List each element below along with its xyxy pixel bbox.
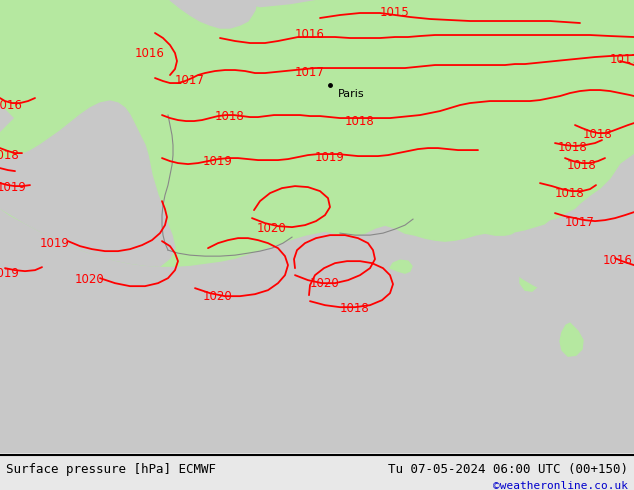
Text: 1018: 1018 (555, 187, 585, 199)
Text: 1019: 1019 (203, 154, 233, 168)
Text: 1020: 1020 (75, 272, 105, 286)
Text: 1018: 1018 (558, 141, 588, 153)
Text: ©weatheronline.co.uk: ©weatheronline.co.uk (493, 481, 628, 490)
Text: 1020: 1020 (310, 277, 340, 290)
Text: 1017: 1017 (295, 66, 325, 78)
Polygon shape (560, 323, 583, 356)
Text: 1016: 1016 (295, 27, 325, 41)
Text: 1019: 1019 (0, 267, 20, 280)
Text: 1018: 1018 (0, 148, 20, 162)
Text: 1018: 1018 (567, 159, 597, 171)
Text: 1020: 1020 (203, 290, 233, 303)
Polygon shape (0, 101, 175, 266)
Text: 1016: 1016 (135, 47, 165, 59)
Text: 1019: 1019 (0, 181, 27, 194)
Polygon shape (150, 115, 193, 162)
Text: 1018: 1018 (340, 302, 370, 315)
Text: Tu 07-05-2024 06:00 UTC (00+150): Tu 07-05-2024 06:00 UTC (00+150) (387, 463, 628, 476)
Text: 1016: 1016 (603, 254, 633, 267)
Polygon shape (390, 260, 412, 273)
Text: 1019: 1019 (315, 150, 345, 164)
Polygon shape (520, 263, 540, 291)
Text: 1018: 1018 (583, 127, 613, 141)
Text: 1017: 1017 (565, 216, 595, 229)
Text: 1020: 1020 (257, 221, 287, 235)
Text: 1015: 1015 (380, 5, 410, 19)
Polygon shape (505, 191, 634, 306)
Polygon shape (200, 0, 252, 20)
Text: 1018: 1018 (215, 110, 245, 122)
Polygon shape (0, 0, 634, 266)
Text: Surface pressure [hPa] ECMWF: Surface pressure [hPa] ECMWF (6, 463, 216, 476)
Polygon shape (70, 0, 142, 68)
Polygon shape (119, 33, 165, 63)
Text: 1017: 1017 (610, 52, 634, 66)
Text: 1019: 1019 (40, 237, 70, 249)
Text: 1016: 1016 (0, 98, 23, 112)
Text: 1017: 1017 (175, 74, 205, 87)
Text: 1018: 1018 (345, 115, 375, 127)
Polygon shape (170, 0, 256, 28)
Polygon shape (35, 35, 76, 72)
Text: Paris: Paris (338, 89, 365, 99)
